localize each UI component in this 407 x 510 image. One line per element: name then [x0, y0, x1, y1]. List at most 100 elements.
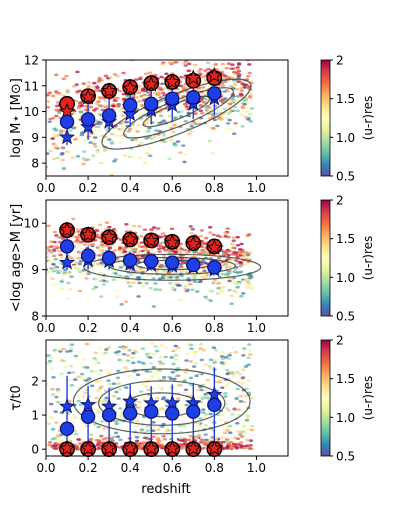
- scatter-point: [231, 239, 236, 242]
- scatter-point: [162, 87, 168, 90]
- scatter-point: [146, 130, 151, 133]
- scatter-point: [93, 362, 98, 366]
- scatter-point: [97, 129, 102, 132]
- scatter-point: [60, 152, 65, 155]
- colorbar: 0.5 1.0 1.5 2 (u-r)res: [320, 334, 375, 464]
- scatter-point: [81, 162, 86, 166]
- scatter-point: [217, 117, 222, 121]
- scatter-point: [159, 344, 164, 347]
- scatter-point: [109, 437, 114, 441]
- scatter-point: [111, 382, 117, 386]
- scatter-point: [219, 355, 225, 358]
- scatter-point: [71, 126, 76, 130]
- scatter-point: [79, 104, 85, 107]
- scatter-point: [227, 424, 233, 428]
- scatter-point: [208, 358, 214, 362]
- summary-markers: [58, 221, 223, 277]
- scatter-point: [69, 275, 74, 278]
- scatter-point: [242, 351, 248, 354]
- scatter-point: [56, 261, 61, 265]
- scatter-point: [93, 285, 99, 289]
- scatter-point: [74, 445, 79, 449]
- scatter-point: [227, 249, 232, 253]
- scatter-point: [93, 136, 98, 139]
- scatter-point: [184, 403, 189, 407]
- scatter-point: [219, 260, 224, 264]
- scatter-point: [92, 268, 97, 272]
- scatter-point: [59, 287, 65, 291]
- scatter-point: [51, 263, 56, 266]
- scatter-point: [226, 54, 230, 57]
- scatter-point: [199, 234, 204, 238]
- x-tick-label: 0.8: [205, 181, 224, 195]
- scatter-point: [169, 138, 174, 142]
- scatter-point: [89, 433, 94, 437]
- scatter-point: [199, 358, 204, 362]
- scatter-point: [120, 125, 125, 128]
- scatter-point: [57, 249, 62, 253]
- scatter-point: [158, 407, 164, 411]
- scatter-point: [149, 387, 155, 390]
- scatter-point: [186, 69, 191, 73]
- scatter-point: [194, 425, 199, 428]
- blue-median-point: [165, 406, 180, 421]
- scatter-point: [241, 252, 247, 256]
- x-tick-label: 0.6: [163, 181, 182, 195]
- scatter-point: [69, 384, 75, 387]
- scatter-point: [232, 407, 237, 411]
- scatter-point: [223, 361, 228, 364]
- blue-median-point: [144, 96, 159, 112]
- scatter-point: [225, 372, 230, 376]
- blue-median-point: [122, 97, 138, 113]
- scatter-point: [48, 245, 53, 249]
- scatter-point: [75, 70, 80, 74]
- y-axis-label: τ/t0: [9, 385, 24, 411]
- scatter-point: [151, 421, 156, 424]
- scatter-point: [164, 72, 169, 76]
- scatter-point: [176, 366, 181, 370]
- scatter-point: [175, 140, 181, 143]
- y-tick-label: 1: [31, 409, 39, 423]
- scatter-point: [164, 429, 170, 433]
- scatter-point: [226, 235, 231, 239]
- scatter-point: [227, 279, 232, 283]
- scatter-point: [186, 62, 192, 66]
- scatter-point: [61, 347, 66, 351]
- scatter-point: [50, 94, 56, 98]
- scatter-point: [228, 34, 232, 37]
- scatter-point: [114, 419, 119, 423]
- y-tick-label: 10: [24, 105, 39, 119]
- scatter-point: [93, 145, 98, 148]
- scatter-point: [56, 400, 61, 404]
- scatter-point: [249, 284, 254, 288]
- scatter-point: [242, 263, 248, 267]
- scatter-point: [199, 388, 204, 392]
- scatter-point: [51, 267, 56, 270]
- scatter-point: [155, 438, 161, 441]
- scatter-point: [235, 271, 240, 274]
- scatter-point: [140, 361, 146, 365]
- scatter-point: [198, 72, 203, 76]
- scatter-point: [97, 103, 102, 107]
- scatter-point: [118, 134, 123, 137]
- scatter-point: [204, 236, 209, 240]
- scatter-point: [159, 402, 164, 405]
- scatter-point: [167, 125, 172, 128]
- scatter-point: [96, 440, 102, 443]
- scatter-point: [119, 303, 124, 306]
- scatter-point: [116, 412, 122, 416]
- scatter-point: [120, 395, 125, 398]
- scatter-point: [224, 447, 230, 450]
- scatter-point: [212, 104, 218, 108]
- scatter-point: [50, 367, 55, 370]
- blue-mean-point: [58, 254, 76, 270]
- scatter-point: [50, 277, 55, 280]
- scatter-point: [159, 443, 164, 447]
- colorbar-scale: [320, 59, 331, 177]
- scatter-point: [50, 393, 56, 396]
- scatter-point: [68, 364, 74, 368]
- scatter-point: [132, 434, 137, 437]
- scatter-point: [77, 89, 82, 93]
- scatter-point: [65, 150, 70, 153]
- scatter-point: [154, 349, 160, 353]
